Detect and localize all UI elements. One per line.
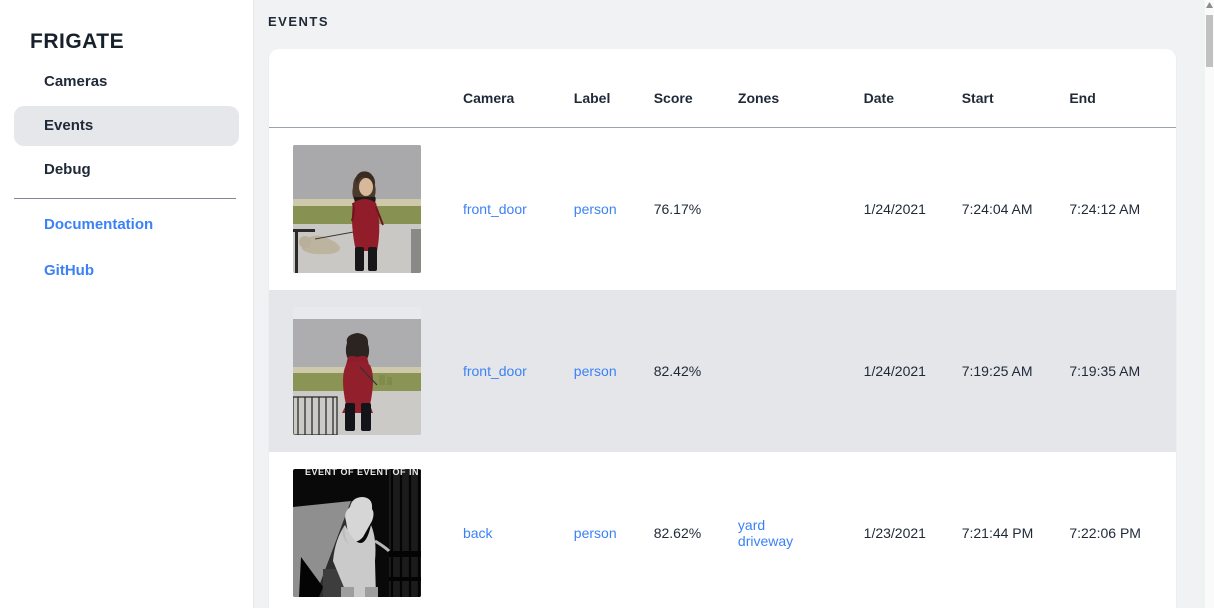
svg-text:EVENT OF EVENT OF INTE: EVENT OF EVENT OF INTE [305,469,421,477]
